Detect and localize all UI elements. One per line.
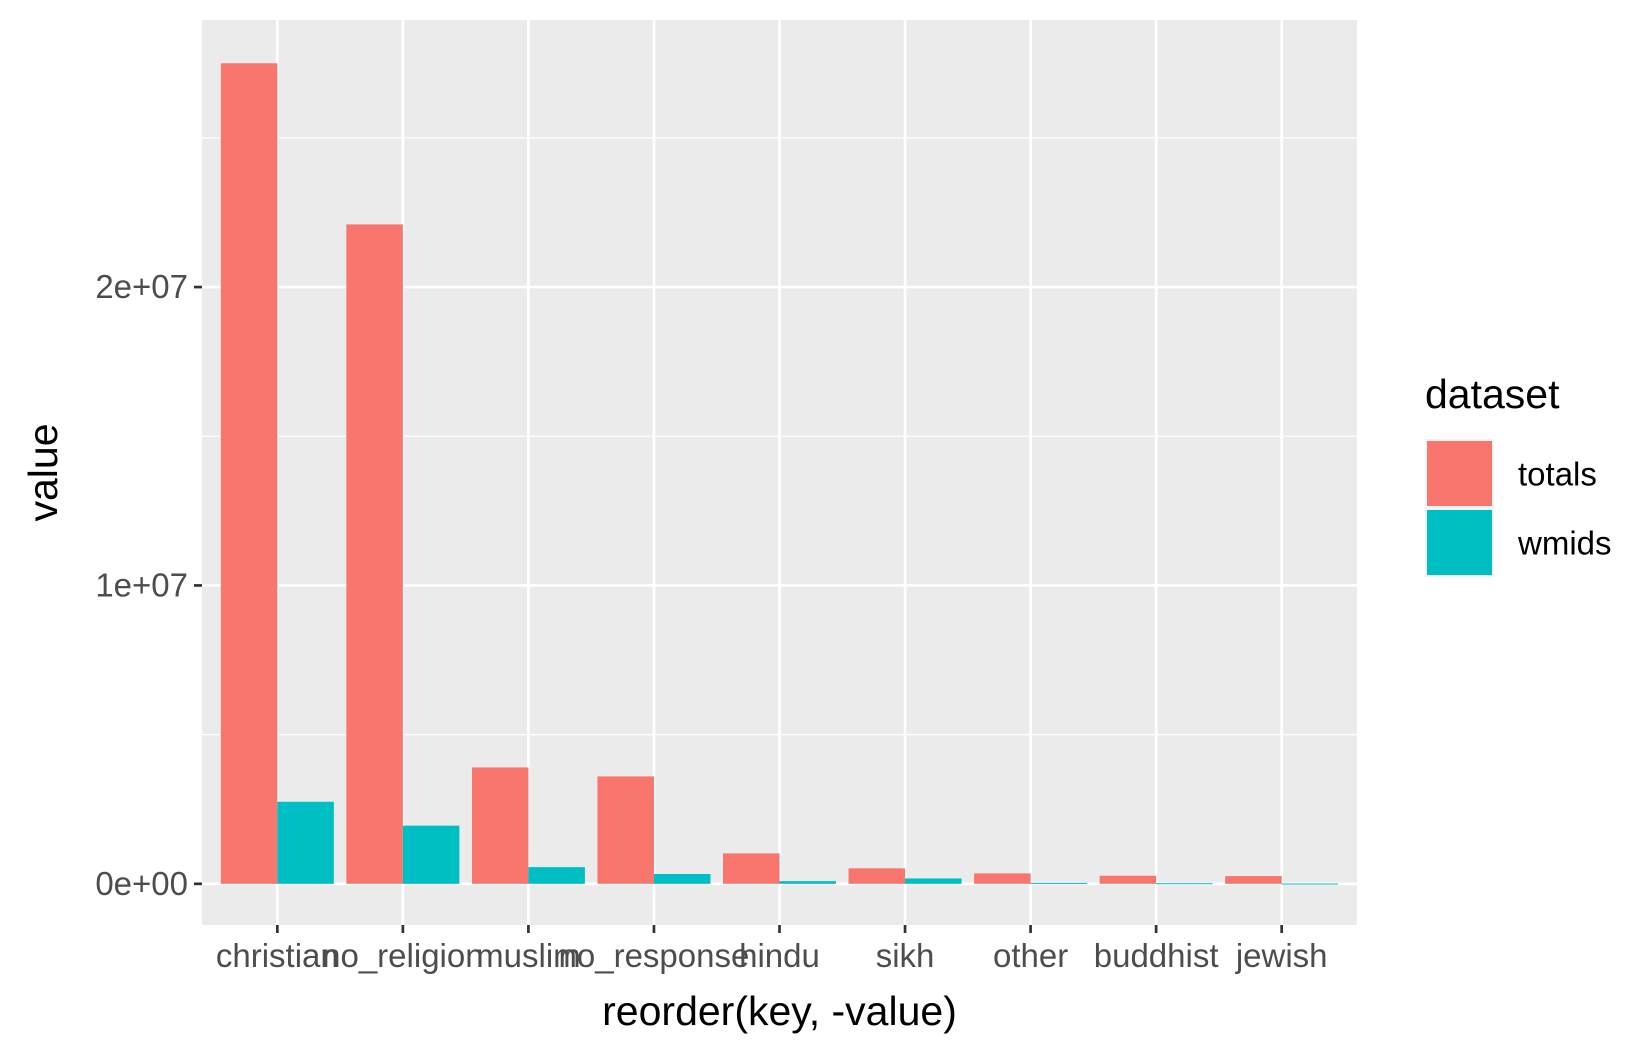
- y-tick-label: 1e+07: [95, 566, 188, 603]
- x-tick-label: sikh: [876, 937, 935, 974]
- x-tick-label: hindu: [739, 937, 820, 974]
- legend-label-wmids: wmids: [1517, 525, 1612, 562]
- y-tick-label: 0e+00: [95, 865, 188, 902]
- bar-totals-sikh: [848, 868, 906, 884]
- y-axis: 0e+00 1e+07 2e+07: [95, 268, 202, 902]
- bar-totals-no_response: [597, 776, 654, 884]
- bar-wmids-jewish: [1281, 883, 1339, 885]
- grid-lines: [202, 20, 1357, 925]
- x-axis-title: reorder(key, -value): [602, 988, 957, 1034]
- x-tick-label: jewish: [1235, 937, 1328, 974]
- bar-totals-hindu: [723, 853, 780, 884]
- y-tick-label: 2e+07: [95, 268, 188, 305]
- legend-key-totals: [1427, 441, 1492, 506]
- bars: [220, 63, 1339, 885]
- bar-totals-christian: [220, 63, 278, 884]
- x-tick-label: no_response: [559, 937, 750, 974]
- bar-wmids-buddhist: [1156, 883, 1213, 885]
- bar-totals-jewish: [1225, 876, 1282, 884]
- legend-title: dataset: [1425, 371, 1560, 417]
- x-tick-label: other: [993, 937, 1068, 974]
- bar-wmids-christian: [277, 801, 334, 884]
- legend: dataset totals wmids: [1425, 371, 1612, 577]
- bar-totals-other: [974, 873, 1031, 884]
- bar-totals-buddhist: [1099, 875, 1157, 884]
- bar-wmids-no_response: [653, 873, 711, 884]
- y-axis-title: value: [20, 423, 66, 521]
- bar-wmids-other: [1030, 882, 1088, 884]
- legend-label-totals: totals: [1518, 456, 1597, 493]
- bar-totals-no_religion: [346, 224, 403, 884]
- bar-wmids-no_religion: [402, 825, 460, 884]
- legend-key-wmids: [1427, 510, 1492, 575]
- x-tick-label: muslim: [476, 937, 581, 974]
- x-tick-label: no_religion: [322, 937, 483, 974]
- x-tick-label: buddhist: [1094, 937, 1219, 974]
- x-tick-label: christian: [216, 937, 339, 974]
- bar-wmids-sikh: [905, 878, 962, 884]
- bar-wmids-muslim: [528, 867, 585, 884]
- bar-wmids-hindu: [779, 881, 836, 884]
- x-axis: christianno_religionmuslimno_responsehin…: [216, 925, 1328, 974]
- bar-totals-muslim: [471, 767, 529, 884]
